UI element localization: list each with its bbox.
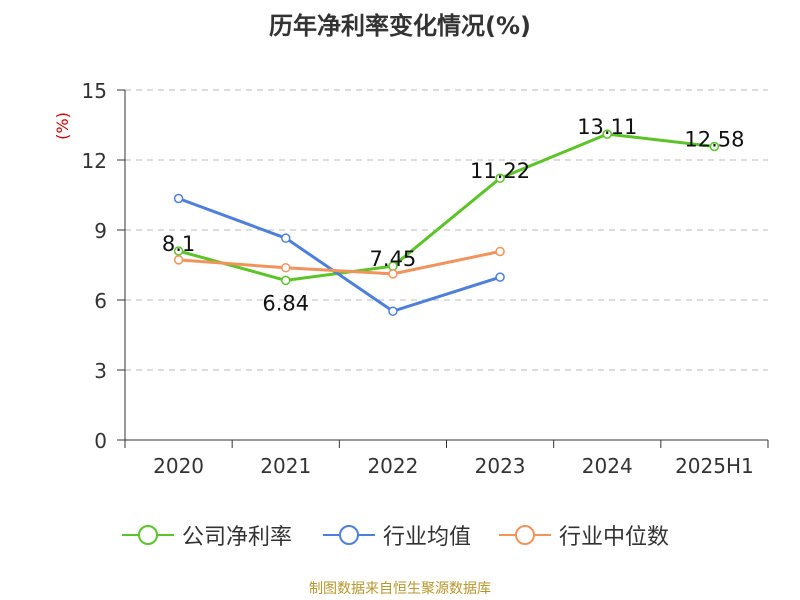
series-line-2 <box>178 249 501 276</box>
data-point[interactable] <box>495 246 505 257</box>
y-tick-label: 6 <box>94 289 107 313</box>
data-point[interactable] <box>281 233 291 243</box>
legend-marker-industry-median <box>499 525 551 545</box>
y-tick-label: 9 <box>94 219 107 243</box>
data-label: 12.58 <box>684 127 744 151</box>
data-point[interactable] <box>709 141 720 152</box>
axes: 0 3 6 9 12 15 2020 2021 2022 2023 2024 2025H1 <box>82 79 769 478</box>
data-label: 6.84 <box>262 291 309 315</box>
x-tick-label: 2022 <box>367 454 418 478</box>
y-tick-label: 0 <box>94 429 107 453</box>
legend-label-company: 公司净利率 <box>182 525 293 550</box>
legend-marker-industry-mean <box>323 525 375 545</box>
legend-label-industry-median: 行业中位数 <box>559 525 670 550</box>
data-point[interactable] <box>602 129 612 139</box>
data-point[interactable] <box>388 269 398 279</box>
x-tick-label: 2024 <box>582 454 633 478</box>
chart-title: 历年净利率变化情况(%) <box>269 12 531 40</box>
x-tick-label: 2021 <box>260 454 311 478</box>
legend-item-industry-mean[interactable]: 行业均值 <box>323 520 471 550</box>
y-tick-label: 12 <box>82 149 107 173</box>
data-label: 11.22 <box>470 159 530 183</box>
legend-marker-company <box>122 525 174 545</box>
x-tick-label: 2025H1 <box>675 454 754 478</box>
legend-item-industry-median[interactable]: 行业中位数 <box>499 520 669 550</box>
x-tick-label: 2023 <box>475 454 526 478</box>
grid-lines <box>125 89 768 371</box>
data-point[interactable] <box>495 272 505 282</box>
series-line-1 <box>178 197 501 313</box>
data-label: 7.45 <box>370 247 417 271</box>
legend-label-industry-mean: 行业均值 <box>383 525 472 550</box>
series-lines <box>173 129 720 316</box>
data-point[interactable] <box>495 173 505 183</box>
data-label: 13.11 <box>577 115 637 139</box>
y-tick-label: 3 <box>94 359 107 383</box>
legend-item-company[interactable]: 公司净利率 <box>122 520 292 550</box>
data-point[interactable] <box>173 193 184 204</box>
source-note: 制图数据来自恒生聚源数据库 <box>309 581 491 597</box>
data-point[interactable] <box>388 306 398 316</box>
series-line-0 <box>178 132 715 282</box>
data-point[interactable] <box>173 246 184 256</box>
data-label: 8.1 <box>162 232 195 256</box>
x-tick-label: 2020 <box>153 454 204 478</box>
data-labels: 8.1 6.84 7.45 11.22 13.11 12.58 <box>162 115 745 315</box>
data-point[interactable] <box>173 255 184 265</box>
data-point[interactable] <box>281 275 291 286</box>
data-point[interactable] <box>281 263 291 273</box>
y-tick-label: 15 <box>82 79 107 103</box>
y-axis-label: (%) <box>53 112 72 140</box>
